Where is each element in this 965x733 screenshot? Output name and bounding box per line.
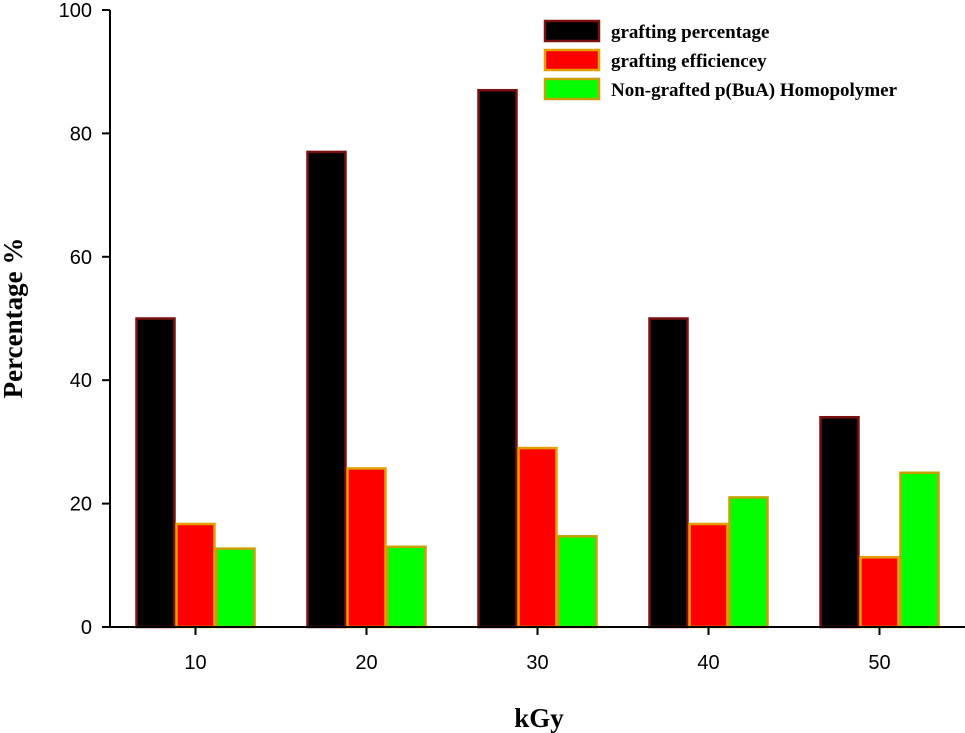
x-axis-title: kGy — [514, 703, 564, 733]
bar-1-10 — [135, 317, 176, 629]
bar-2-20 — [346, 467, 387, 629]
legend: grafting percentage grafting efficiencey N… — [543, 19, 898, 101]
legend-swatch-2 — [543, 48, 601, 72]
bar-3-30 — [557, 535, 598, 629]
bar-2-50 — [859, 556, 900, 629]
bar-1-50 — [819, 415, 860, 629]
bar-1-20 — [306, 150, 347, 629]
axes-layer: 0 20 40 60 80 100 10 20 30 40 50 — [59, 0, 965, 674]
bar-1-30 — [477, 88, 518, 629]
bar-3-10 — [215, 547, 256, 629]
bar-2-30 — [517, 446, 558, 629]
bar-1-40 — [648, 317, 689, 629]
legend-swatch-1 — [543, 19, 601, 43]
bar-3-50 — [899, 471, 940, 629]
y-tick-label: 20 — [70, 494, 92, 516]
x-tick-label: 20 — [355, 652, 377, 674]
y-axis-title: Percentage % — [0, 238, 28, 399]
bars-layer — [135, 88, 940, 629]
bar-2-10 — [175, 522, 216, 629]
legend-label-3: Non-grafted p(BuA) Homopolymer — [611, 80, 898, 101]
x-tick-label: 50 — [868, 652, 890, 674]
bar-3-20 — [386, 545, 427, 629]
legend-label-2: grafting efficiencey — [611, 51, 767, 72]
y-tick-label: 80 — [70, 123, 92, 145]
y-tick-label: 0 — [81, 617, 92, 639]
legend-label-1: grafting percentage — [611, 22, 769, 43]
x-tick-label: 30 — [526, 652, 548, 674]
y-tick-label: 100 — [59, 0, 92, 22]
x-tick-label: 10 — [184, 652, 206, 674]
y-tick-label: 40 — [70, 370, 92, 392]
y-tick-label: 60 — [70, 247, 92, 269]
bar-2-40 — [688, 522, 729, 629]
bar-3-40 — [728, 496, 769, 629]
legend-swatch-3 — [543, 77, 601, 101]
x-tick-label: 40 — [697, 652, 719, 674]
